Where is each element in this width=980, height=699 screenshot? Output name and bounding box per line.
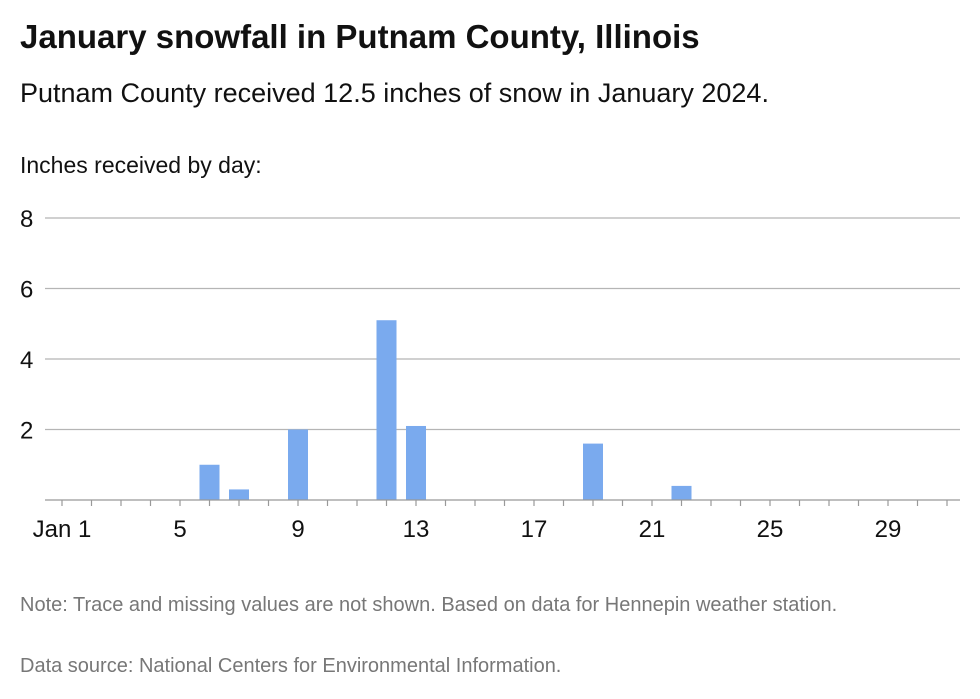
bar-day-19	[583, 443, 603, 500]
x-tick-label: 17	[521, 516, 548, 543]
x-tick-label: Jan 1	[33, 516, 92, 543]
bar-day-7	[229, 489, 249, 500]
y-axis-label: Inches received by day:	[20, 152, 262, 178]
bar-day-6	[199, 464, 220, 500]
x-tick-label: 9	[291, 516, 304, 543]
x-tick-label: 21	[639, 516, 666, 543]
y-tick-label: 8	[20, 206, 33, 233]
chart-note: Note: Trace and missing values are not s…	[20, 594, 838, 616]
bar-day-22	[671, 485, 692, 500]
y-tick-label: 6	[20, 277, 33, 304]
y-tick-label: 4	[20, 347, 33, 374]
x-tick-label: 25	[757, 516, 784, 543]
chart-title: January snowfall in Putnam County, Illin…	[20, 18, 700, 55]
chart-subtitle: Putnam County received 12.5 inches of sn…	[20, 78, 769, 108]
snowfall-bar-chart: 2 4 6 8 Jan 1 5 9 13 17 21 25 29	[20, 206, 960, 543]
x-tick-label: 5	[173, 516, 186, 543]
x-tick-label: 29	[875, 516, 902, 543]
bar-day-12	[376, 320, 397, 500]
x-axis: Jan 1 5 9 13 17 21 25 29	[33, 499, 960, 543]
bar-day-9	[288, 429, 308, 500]
bars	[199, 320, 692, 500]
y-tick-label: 2	[20, 418, 33, 445]
bar-day-13	[406, 425, 426, 500]
x-tick-label: 13	[403, 516, 430, 543]
gridlines: 2 4 6 8	[20, 206, 960, 445]
data-source: Data source: National Centers for Enviro…	[20, 655, 562, 677]
